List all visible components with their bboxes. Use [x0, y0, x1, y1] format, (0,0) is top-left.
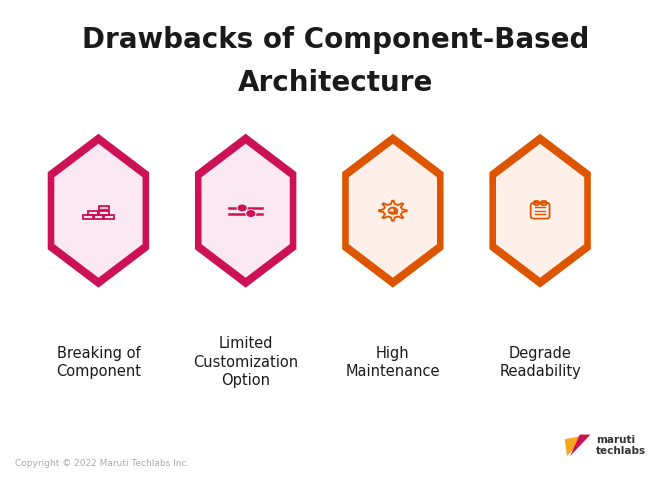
Bar: [99, 211, 109, 214]
Bar: [104, 215, 114, 219]
Text: High
Maintenance: High Maintenance: [345, 346, 440, 379]
Circle shape: [247, 211, 255, 216]
Text: Degrade
Readability: Degrade Readability: [499, 346, 581, 379]
Polygon shape: [54, 144, 142, 278]
Bar: [99, 206, 109, 210]
Polygon shape: [570, 435, 591, 456]
Text: Copyright © 2022 Maruti Techlabs Inc.: Copyright © 2022 Maruti Techlabs Inc.: [15, 459, 189, 468]
Polygon shape: [342, 134, 444, 287]
Circle shape: [246, 210, 256, 217]
Text: maruti
techlabs: maruti techlabs: [596, 435, 646, 456]
Polygon shape: [48, 134, 149, 287]
Text: Breaking of
Component: Breaking of Component: [56, 346, 141, 379]
Circle shape: [239, 205, 246, 211]
Text: Architecture: Architecture: [239, 69, 433, 97]
Text: Limited
Customization
Option: Limited Customization Option: [193, 336, 298, 388]
Bar: [83, 215, 93, 219]
Polygon shape: [202, 144, 290, 278]
Polygon shape: [195, 134, 296, 287]
Circle shape: [237, 204, 247, 212]
Polygon shape: [489, 134, 591, 287]
Bar: [88, 211, 98, 214]
Polygon shape: [564, 435, 588, 456]
Polygon shape: [496, 144, 584, 278]
Text: Drawbacks of Component-Based: Drawbacks of Component-Based: [82, 26, 590, 54]
Polygon shape: [349, 144, 437, 278]
Bar: [93, 215, 103, 219]
